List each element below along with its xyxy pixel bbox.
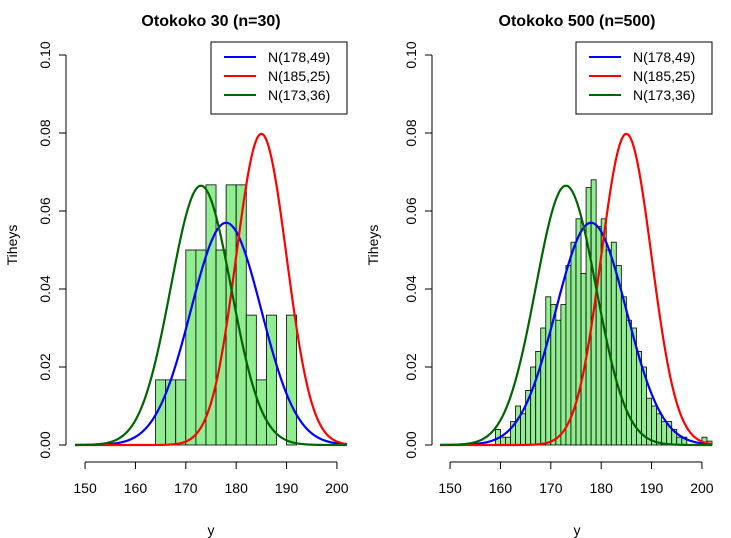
chart-title: Otokoko 500 (n=500) [499,13,656,30]
y-axis-label: Tiheys [365,225,381,266]
histogram-bar [661,421,668,446]
x-tick-label: 160 [124,480,148,496]
density-curve-line [440,132,713,447]
histogram-bar [656,413,663,446]
chart-title: Otokoko 30 (n=30) [141,13,280,30]
histogram-bar [175,379,187,446]
legend-box [575,41,713,115]
panel-otokoko-30: Otokoko 30 (n=30) 0.000.020.040.060.080.… [4,13,349,538]
x-axis-label: y [574,522,581,538]
y-tick-label: 0.08 [403,119,419,146]
x-tick-label: 190 [275,480,299,496]
histogram-bar [505,436,511,446]
legend-entry-1: N(178,49) [633,49,695,65]
y-tick-label: 0.02 [37,353,53,380]
density-curves [439,132,713,447]
density-curve-line [74,184,347,447]
histogram-bar [555,319,562,446]
y-tick-label: 0.06 [403,197,419,224]
legend-entry-3: N(173,36) [268,87,330,103]
y-axis: 0.00 0.02 0.04 0.06 0.08 0.10 [37,41,67,459]
histogram-bar [215,249,227,446]
y-tick-label: 0.00 [37,431,53,458]
legend-entry-2: N(185,25) [268,68,330,84]
histogram-bar [286,314,298,446]
y-tick-label: 0.00 [403,431,419,458]
legend-entry-3: N(173,36) [633,87,695,103]
histogram-bar [585,187,592,446]
density-curve-line [75,132,348,447]
x-tick-label: 200 [690,480,714,496]
y-tick-label: 0.08 [37,119,53,146]
y-tick-label: 0.04 [403,275,419,302]
x-axis: 150 160 170 180 190 200 [438,461,714,496]
legend-entry-2: N(185,25) [633,68,695,84]
histogram-bar [651,405,657,446]
legend-box [210,41,348,115]
x-tick-label: 200 [325,480,349,496]
histogram-bar [615,265,622,446]
x-tick-label: 150 [73,480,97,496]
histogram-bar [620,296,627,446]
x-axis: 150 160 170 180 190 200 [73,461,349,496]
y-tick-label: 0.10 [403,41,419,68]
density-curve-line [439,221,713,447]
x-tick-label: 160 [489,480,513,496]
density-curve-line [439,184,712,447]
y-tick-label: 0.04 [37,275,53,302]
histogram-bar [195,249,207,446]
y-tick-label: 0.02 [403,353,419,380]
histogram-bar [625,319,632,446]
y-axis: 0.00 0.02 0.04 0.06 0.08 0.10 [403,41,433,459]
histogram-bar [500,436,506,446]
histogram-bar [575,218,582,446]
y-tick-label: 0.10 [37,41,53,68]
x-tick-label: 150 [438,480,462,496]
y-axis-label: Tiheys [4,225,20,266]
histogram-bar [545,296,552,446]
histogram-bar [560,304,567,446]
x-tick-label: 190 [640,480,664,496]
legend: N(178,49) N(185,25) N(173,36) [575,41,713,115]
x-tick-label: 170 [539,480,563,496]
histogram-bar [520,413,527,446]
histogram-bar [530,366,537,446]
legend-entry-1: N(178,49) [268,49,330,65]
density-curve-line [74,221,348,447]
histogram-bar [266,314,277,446]
y-tick-label: 0.06 [37,197,53,224]
x-tick-label: 180 [590,480,614,496]
density-curves [74,132,348,447]
x-axis-label: y [208,522,215,538]
histogram-bar [185,249,197,446]
histogram-bar [515,405,521,446]
x-tick-label: 180 [225,480,249,496]
histogram-bars [155,184,298,446]
x-tick-label: 170 [174,480,198,496]
legend: N(178,49) N(185,25) N(173,36) [210,41,348,115]
panel-otokoko-500: Otokoko 500 (n=500) 0.00 0.02 0.04 0.06 0.08… [365,13,714,538]
histogram-bars [495,179,713,446]
histogram-bar [540,327,547,446]
